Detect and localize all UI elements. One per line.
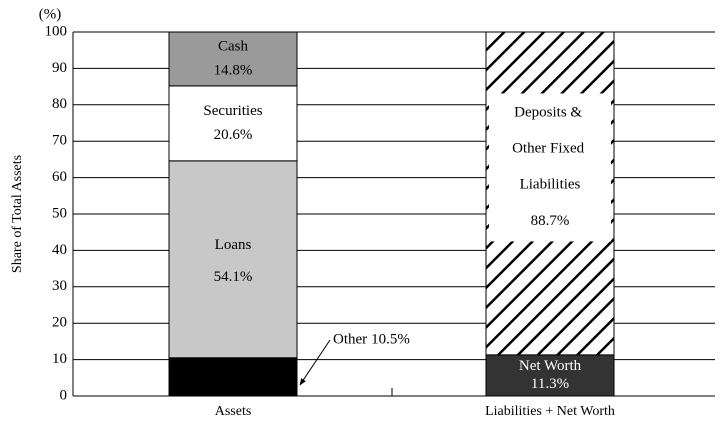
bar-segment [485,354,615,397]
segment-label: Securities [203,103,262,119]
bar-segment [168,31,298,87]
segment-label: Cash [218,38,249,54]
value-label: 54.1% [214,269,253,285]
segment-label: Net Worth [519,358,582,374]
value-label: 14.8% [214,62,253,78]
y-tick-label: 40 [52,242,67,258]
value-label: 20.6% [214,127,253,143]
y-tick-label: 70 [52,133,67,149]
y-tick-label: 90 [52,60,67,76]
y-tick-label: 100 [45,23,68,39]
y-tick-label: 0 [60,387,68,403]
y-tick-label: 60 [52,169,67,185]
y-tick-label: 30 [52,278,67,294]
y-unit: (%) [39,6,62,22]
y-tick-label: 80 [52,96,67,112]
y-tick-label: 10 [52,351,67,367]
y-tick-label: 20 [52,315,67,331]
y-axis-label: Share of Total Assets [10,155,25,273]
segment-label: Loans [215,237,252,253]
segment-label: Deposits & Other Fixed Liabilities [512,105,588,193]
value-label: 88.7% [531,213,570,229]
annotation-arrow [299,339,331,386]
x-tick-label: Liabilities + Net Worth [485,404,615,419]
value-label: 11.3% [531,376,569,392]
segment-label: Other [333,331,367,347]
label-box [489,93,611,242]
y-tick-label: 50 [52,205,67,221]
bar-segment [168,160,298,359]
value-label: 10.5% [371,331,410,347]
bar-segment [168,357,298,397]
x-tick-label: Assets [215,404,252,419]
bar-segment [168,85,298,162]
